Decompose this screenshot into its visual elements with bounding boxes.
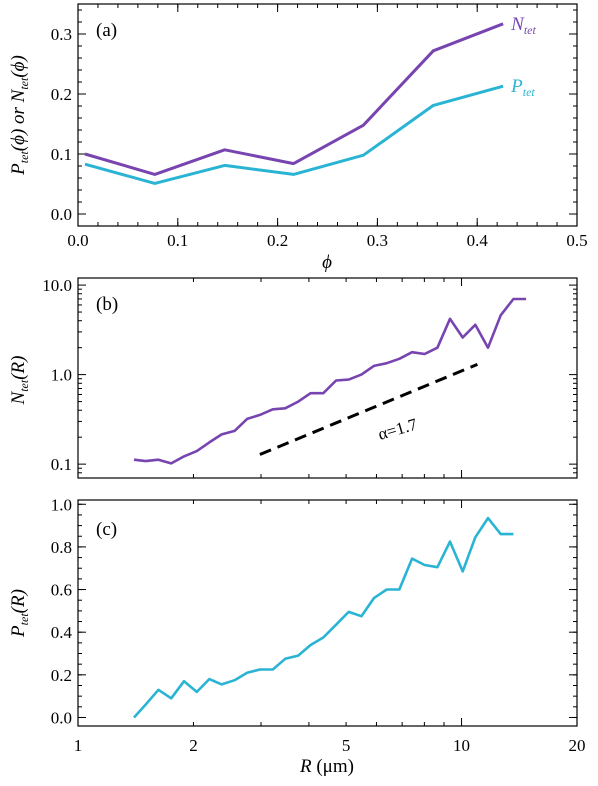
panel-a-ylabel: Ptet(ϕ) or Ntet(ϕ): [8, 55, 31, 176]
panel-c-xlabel: R (μm): [299, 756, 354, 777]
panel-a-legend-label: Ptet: [510, 76, 535, 99]
panel-c: (c) 1 2 5 10 20 0.0 0.2 0.4 0.6 0.8 1.0 R (μm) Pte…: [8, 495, 586, 777]
panel-c-frame: [77, 499, 578, 727]
panel-b-ytick-label: 10.0: [42, 276, 72, 295]
panel-b-series-line: [133, 297, 527, 465]
panel-c-ytick-label: 0.4: [51, 623, 73, 642]
panel-c-xtick-label: 2: [189, 736, 198, 755]
panel-c-tag: (c): [96, 519, 117, 540]
panel-b-slope-annotation: α=1.7: [376, 414, 420, 443]
panel-b-ytick-label: 1.0: [51, 366, 72, 385]
panel-a-ytick-label: 0.0: [51, 205, 72, 224]
panel-a-ytick-label: 0.1: [51, 145, 72, 164]
panel-c-ytick-label: 0.0: [51, 708, 72, 727]
panel-a-xtick-label: 0.5: [566, 231, 587, 250]
panel-a-legend: Ntet Ptet: [510, 14, 536, 99]
panel-a-xtick-label: 0.3: [367, 231, 388, 250]
panel-a-xtick-label: 0.0: [67, 231, 88, 250]
panel-a-xtick-label: 0.2: [267, 231, 288, 250]
panel-c-lines: [133, 516, 514, 719]
panel-a-xlabel: ϕ: [322, 252, 332, 273]
panel-c-xtick-label: 20: [569, 736, 586, 755]
panel-a-series-line: [84, 84, 504, 185]
panel-c-xtick-label: 10: [453, 736, 470, 755]
panel-c-ytick-label: 0.8: [51, 538, 72, 557]
panel-c-ytick-label: 0.6: [51, 581, 72, 600]
panel-c-ytick-label: 1.0: [51, 495, 72, 514]
panel-a-series-line: [84, 22, 504, 176]
panel-a-legend-label: Ntet: [510, 14, 536, 37]
panel-b-lines: [133, 297, 527, 465]
panel-a-xtick-label: 0.1: [167, 231, 188, 250]
panel-c-xtick-label: 1: [74, 736, 83, 755]
panel-c-ylabel: Ptet(R): [8, 589, 31, 638]
panel-a-lines: [84, 22, 504, 185]
panel-b-ylabel: Ntet(R): [8, 356, 31, 406]
panel-c-ticks: 1 2 5 10 20 0.0 0.2 0.4 0.6 0.8 1.0: [51, 495, 586, 755]
panel-b-ytick-label: 0.1: [51, 455, 72, 474]
panel-c-ytick-label: 0.2: [51, 666, 72, 685]
panel-b: (b) 0.1 1.0 10.0 α=1.7 Ntet(R): [8, 276, 578, 479]
panel-a-frame: [77, 3, 578, 227]
panel-c-series-line: [133, 516, 514, 719]
panel-a-tag: (a): [96, 20, 117, 41]
panel-a-ticks: 0.0 0.1 0.2 0.3 0.4 0.5 0.0 0.1 0.2 0.3: [51, 4, 588, 250]
panel-a-ytick-label: 0.3: [51, 25, 72, 44]
panel-b-tag: (b): [96, 294, 118, 315]
panel-c-xtick-label: 5: [342, 736, 351, 755]
panel-b-fit-line: [259, 363, 478, 456]
panel-a: (a) 0.0 0.1 0.2 0.3 0.4 0.5 0.0 0.1 0.2 0.3 ϕ Pte…: [8, 3, 588, 273]
panel-b-ticks: 0.1 1.0 10.0: [42, 276, 578, 478]
panel-b-frame: [77, 277, 578, 479]
panel-a-ytick-label: 0.2: [51, 85, 72, 104]
panel-a-xtick-label: 0.4: [467, 231, 489, 250]
